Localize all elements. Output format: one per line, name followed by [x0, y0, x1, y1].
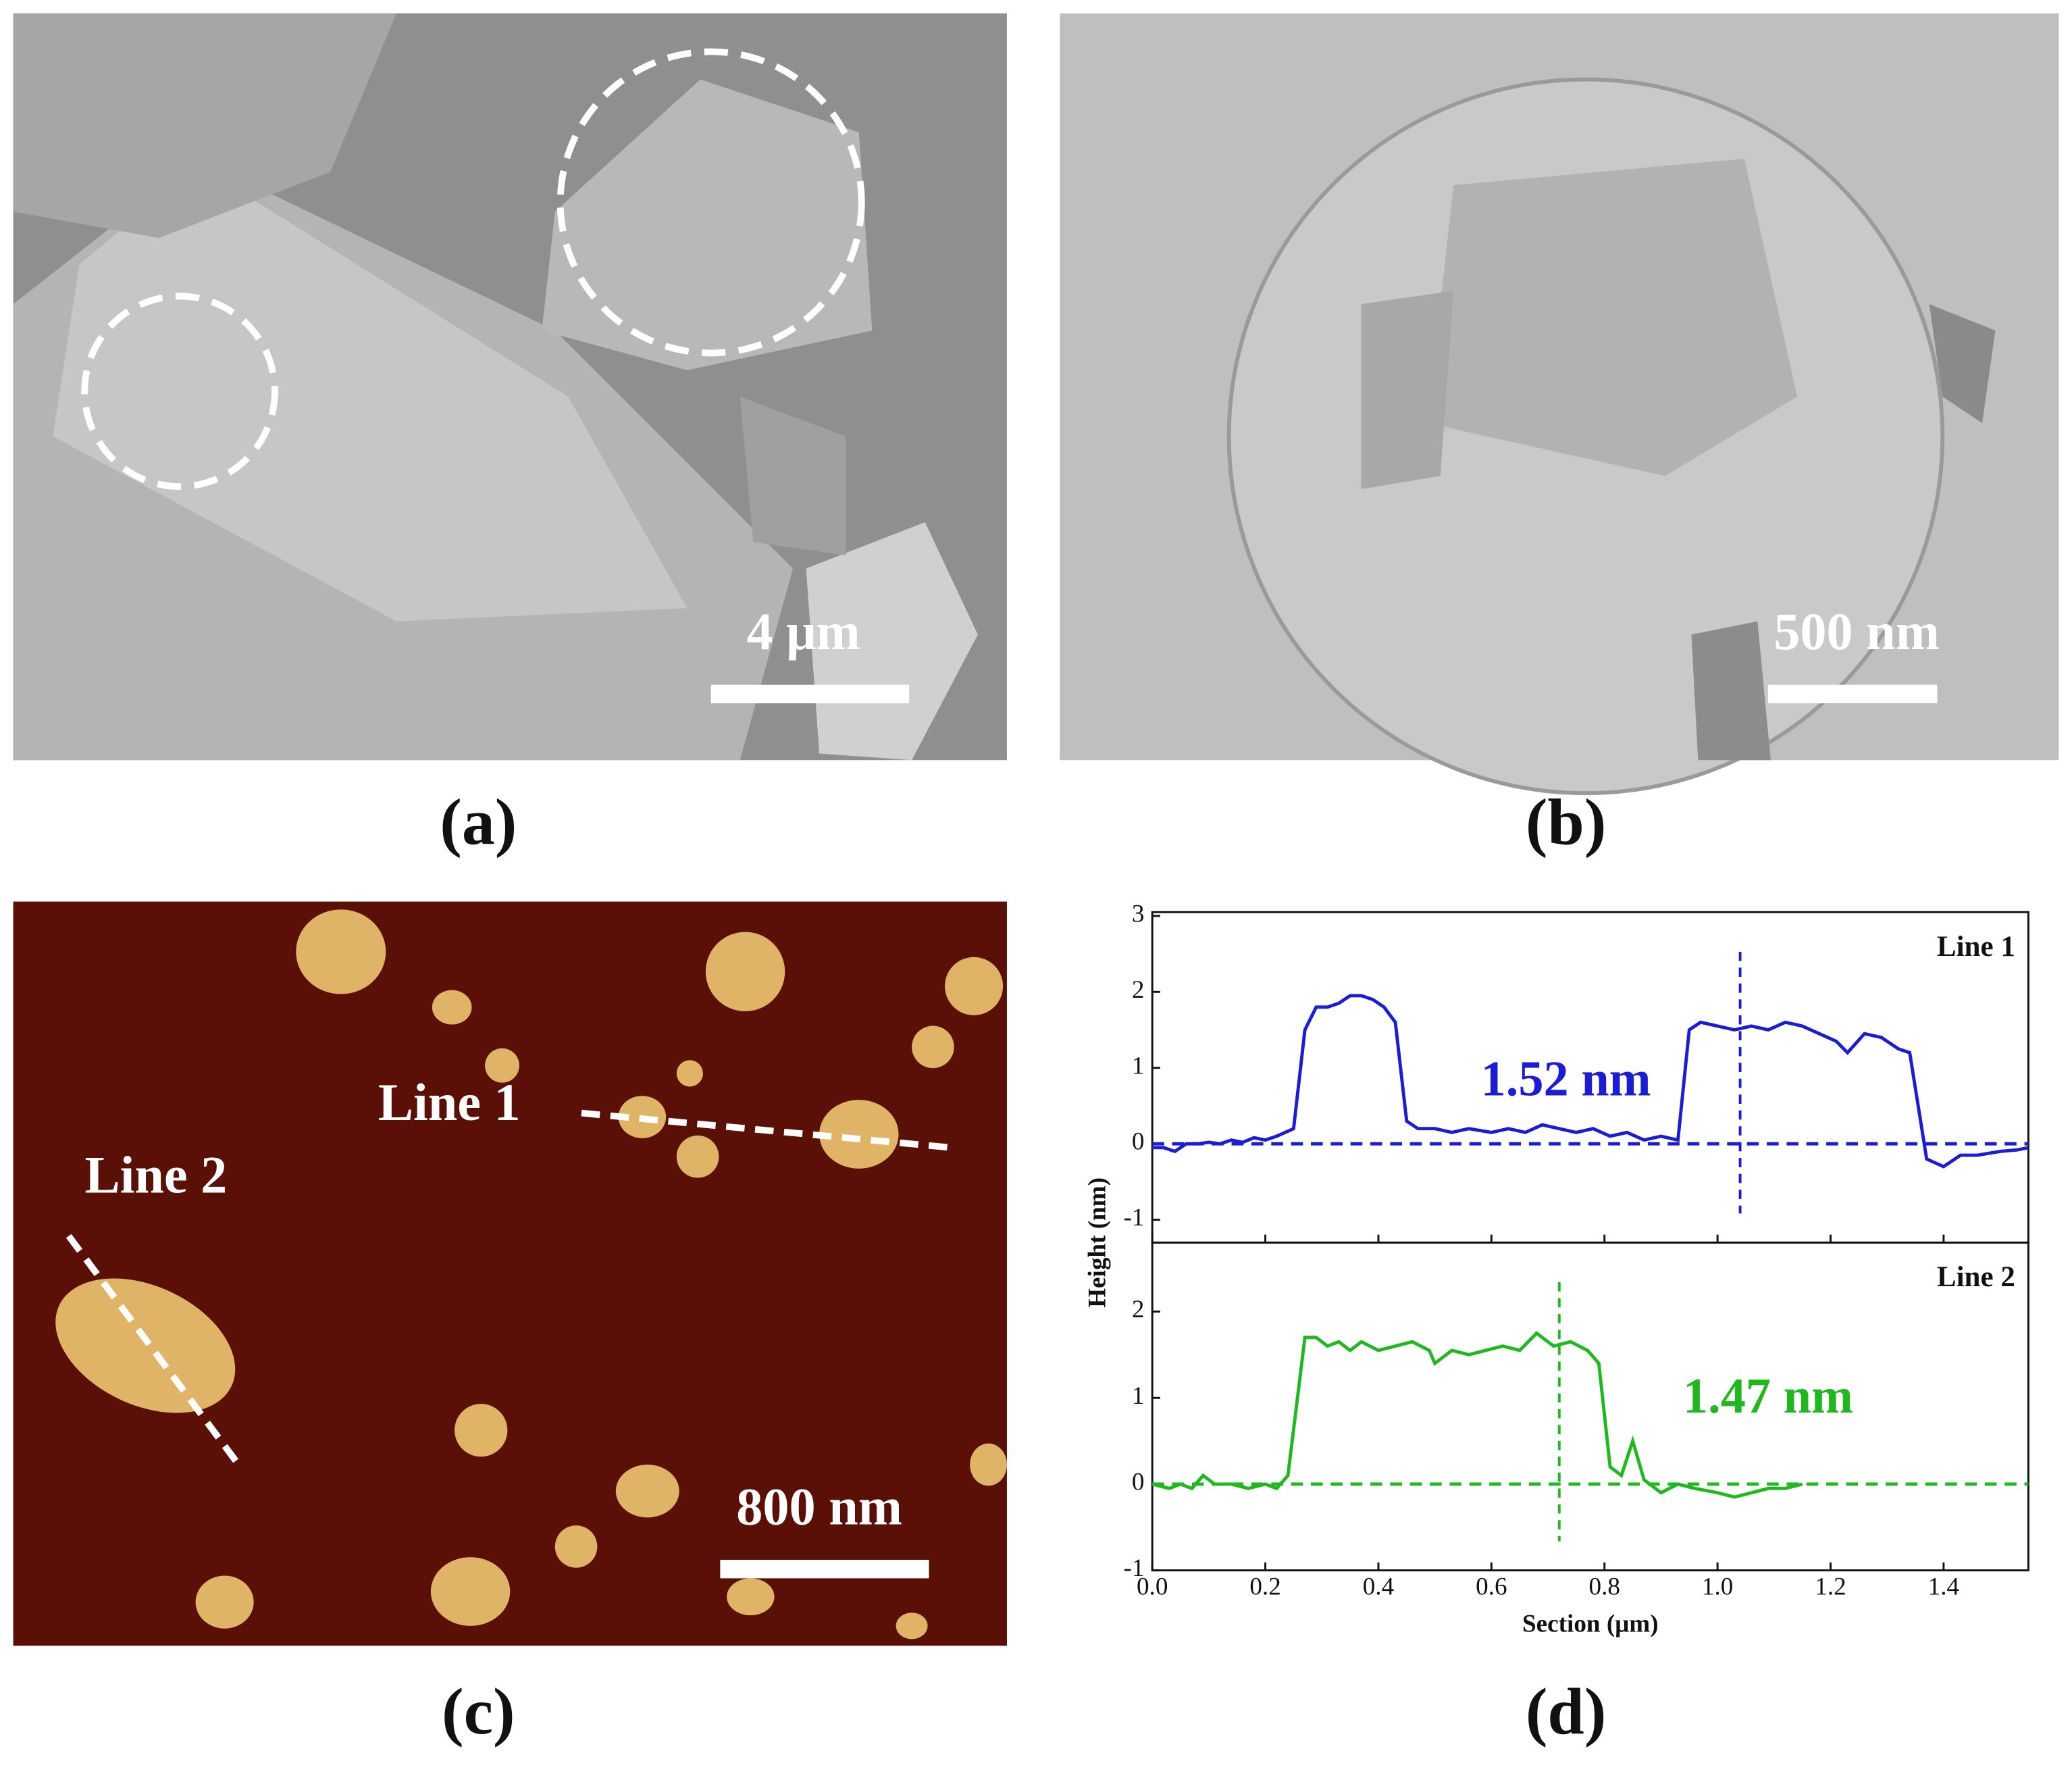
series-line: [1152, 994, 2029, 1169]
scale-bar-label: 4 μm: [747, 602, 860, 661]
plot-frame: [1151, 1241, 2029, 1572]
x-tick-label: 0.4: [1363, 1573, 1394, 1601]
panel-label: (d): [1526, 1675, 1607, 1748]
scale-bar-label: 500 nm: [1773, 602, 1940, 661]
y-tick-label: 1: [1132, 1382, 1145, 1410]
y-tick-label: 2: [1132, 1296, 1145, 1323]
y-tick-label: -1: [1123, 1554, 1144, 1582]
y-tick-label: -1: [1123, 1204, 1144, 1231]
annotation: 1.47 nm: [1683, 1369, 1853, 1424]
x-tick-label: 0.0: [1137, 1573, 1168, 1601]
afm-image: [13, 901, 1007, 1646]
x-tick-label: 1.4: [1928, 1573, 1959, 1601]
x-tick-label: 0.2: [1249, 1573, 1280, 1601]
panel-label: (a): [440, 786, 517, 859]
y-tick-label: 2: [1132, 976, 1145, 1004]
series-line: [1151, 1331, 1803, 1499]
y-axis-label: Height (nm): [1083, 1177, 1111, 1308]
x-tick-label: 0.6: [1476, 1573, 1507, 1601]
line-label: Line 1: [378, 1073, 521, 1132]
series-name: Line 2: [1937, 1261, 2015, 1293]
x-tick-label: 1.0: [1702, 1573, 1733, 1601]
scale-bar-label: 800 nm: [736, 1477, 902, 1536]
x-axis-label: Section (μm): [1522, 1610, 1659, 1637]
y-tick-label: 0: [1132, 1468, 1145, 1496]
annotation: 1.52 nm: [1481, 1052, 1651, 1107]
tem-image: [1060, 13, 2059, 796]
y-tick-label: 0: [1132, 1128, 1145, 1156]
y-tick-label: 1: [1132, 1052, 1145, 1080]
y-tick-label: 3: [1132, 900, 1145, 928]
panel-label: (c): [442, 1675, 515, 1748]
sem-image: [13, 13, 1007, 761]
line-label: Line 2: [84, 1145, 227, 1204]
series-name: Line 1: [1937, 931, 2015, 963]
x-tick-label: 0.8: [1589, 1573, 1620, 1601]
x-tick-label: 1.2: [1815, 1573, 1846, 1601]
panel-label: (b): [1526, 786, 1607, 859]
